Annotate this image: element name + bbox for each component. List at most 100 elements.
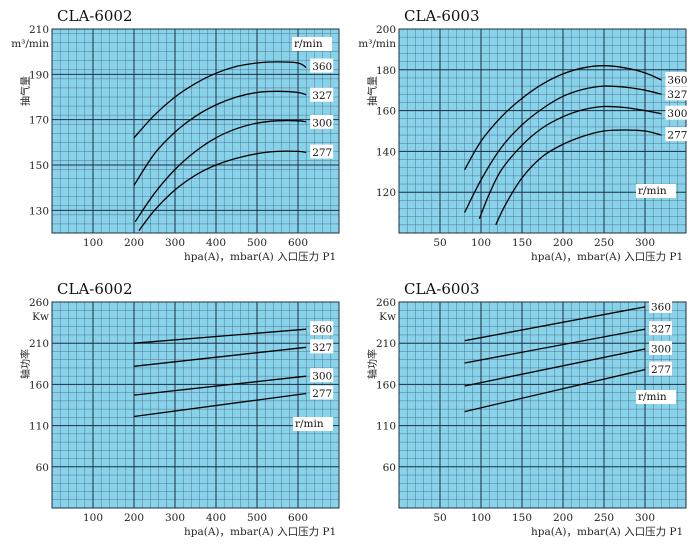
series-label-327: 327 [312, 90, 332, 102]
speed-unit-bg [292, 37, 332, 51]
x-tick-label: 300 [165, 237, 185, 249]
series-label-bg [649, 361, 672, 376]
x-tick-label: 600 [288, 237, 308, 249]
x-tick-label: 300 [635, 512, 655, 524]
x-tick-label: 200 [124, 512, 144, 524]
series-label-bg [665, 72, 689, 86]
series-line-360 [464, 65, 662, 171]
y-tick-label: 140 [376, 146, 396, 158]
series-label-bg [649, 340, 672, 355]
speed-unit-bg [636, 390, 676, 404]
series-line-327 [133, 90, 307, 186]
series-line-327 [464, 85, 662, 213]
y-tick-label: 160 [29, 379, 49, 391]
series-label-bg [310, 114, 334, 129]
y-axis-label: 轴功率 [19, 349, 32, 379]
grid [398, 28, 687, 234]
series-line-300 [478, 105, 662, 219]
x-tick-label: 150 [512, 237, 532, 249]
series-line-277 [138, 150, 307, 232]
series-label-bg [665, 105, 689, 120]
y-tick-label: 110 [376, 421, 396, 433]
series-label-277: 277 [312, 388, 332, 400]
series-label-bg [665, 127, 689, 142]
x-tick-label: 150 [512, 512, 532, 524]
series-label-327: 327 [312, 342, 332, 354]
x-tick-label: 500 [247, 237, 267, 249]
chart-2: 50 100 150 200 250 300 120 140 160 180 200 CLA-6003… [358, 7, 689, 263]
plot-background [52, 302, 339, 508]
speed-unit-label: r/min [638, 391, 667, 403]
series-label-bg [310, 144, 334, 159]
y-tick-label: 210 [29, 24, 49, 36]
y-tick-label: 260 [376, 297, 396, 309]
y-tick-label: 160 [376, 379, 396, 391]
series-label-277: 277 [312, 147, 332, 159]
x-tick-label: 500 [247, 512, 267, 524]
y-unit-label: m³/min [11, 38, 49, 50]
y-tick-label: 120 [376, 187, 396, 199]
plot-background [399, 302, 686, 508]
chart-title: CLA-6002 [57, 7, 133, 25]
x-axis-label: hpa(A)，mbar(A) 入口压力 P1 [184, 250, 336, 263]
chart-1: 100 200 300 400 500 600 130 150 170 190 210 CLA-600… [11, 7, 340, 263]
y-tick-label: 60 [383, 462, 396, 474]
series-label-327: 327 [667, 89, 687, 101]
series-label-360: 360 [312, 324, 332, 336]
series-label-bg [310, 87, 334, 102]
y-tick-label: 150 [29, 160, 49, 172]
series-label-327: 327 [651, 324, 671, 336]
plot-background [52, 29, 339, 233]
y-tick-label: 160 [376, 106, 396, 118]
x-tick-label: 300 [165, 512, 185, 524]
y-unit-label: Kw [379, 311, 396, 323]
y-tick-label: 60 [36, 462, 49, 474]
speed-unit-bg [293, 417, 333, 431]
speed-unit-label: r/min [638, 185, 667, 197]
series-line-300 [464, 348, 646, 387]
x-tick-label: 50 [433, 237, 446, 249]
y-unit-label: m³/min [358, 38, 396, 50]
plot-frame [398, 301, 687, 509]
x-tick-label: 250 [594, 512, 614, 524]
x-tick-label: 50 [433, 512, 446, 524]
grid [51, 28, 340, 234]
series-label-300: 300 [667, 108, 687, 120]
series-line-277 [133, 392, 307, 418]
y-axis-label: 轴功率 [366, 349, 379, 379]
x-tick-label: 100 [83, 237, 103, 249]
series-line-360 [133, 328, 307, 344]
chart-4: 50 100 150 200 250 300 60 110 160 210 260 CLA-6003 K… [366, 280, 687, 538]
series-label-360: 360 [667, 75, 687, 87]
series-label-bg [665, 86, 689, 101]
y-tick-label: 170 [29, 115, 49, 127]
x-tick-label: 200 [553, 237, 573, 249]
series-label-bg [310, 385, 334, 400]
x-tick-label: 400 [206, 237, 226, 249]
x-tick-label: 100 [471, 512, 491, 524]
series-line-300 [133, 375, 307, 396]
y-tick-label: 210 [29, 338, 49, 350]
series-line-327 [133, 346, 307, 367]
y-tick-label: 190 [29, 69, 49, 81]
chart-3: 100 200 300 400 500 600 60 110 160 210 260 CLA-6002… [19, 280, 340, 538]
x-axis-label: hpa(A)，mbar(A) 入口压力 P1 [184, 525, 336, 538]
x-tick-label: 200 [124, 237, 144, 249]
series-line-360 [133, 61, 307, 139]
x-tick-label: 600 [288, 512, 308, 524]
y-tick-label: 260 [29, 297, 49, 309]
y-tick-label: 210 [376, 338, 396, 350]
chart-title: CLA-6003 [404, 7, 480, 25]
y-tick-label: 180 [376, 65, 396, 77]
series-label-277: 277 [667, 130, 687, 142]
x-axis-label: hpa(A)，mbar(A) 入口压力 P1 [531, 525, 683, 538]
y-unit-label: Kw [32, 311, 49, 323]
series-line-277 [495, 129, 662, 226]
plot-frame [51, 28, 340, 234]
y-axis-label: 抽气量 [19, 76, 32, 106]
y-tick-label: 130 [29, 205, 49, 217]
plot-frame [51, 301, 340, 509]
y-tick-label: 110 [29, 421, 49, 433]
